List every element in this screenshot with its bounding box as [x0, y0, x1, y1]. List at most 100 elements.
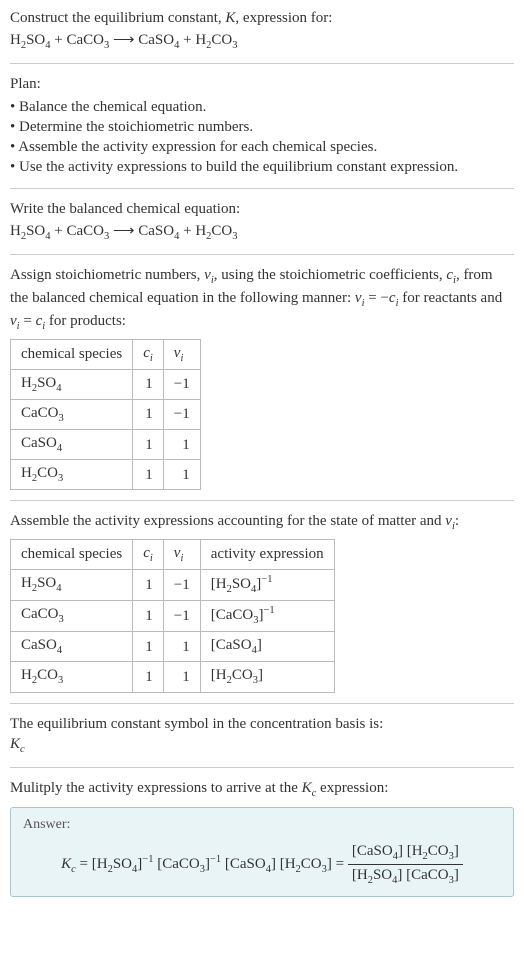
activity-cell: [CaCO3]−1 [200, 600, 334, 631]
assemble-text: Assemble the activity expressions accoun… [10, 513, 445, 529]
nu: ν [10, 313, 17, 329]
ci-cell: 1 [133, 430, 164, 460]
eq-h2co3-s2: 3 [232, 40, 237, 51]
species-cell: CaSO4 [11, 632, 133, 662]
separator [10, 500, 514, 501]
balanced-title: Write the balanced chemical equation: [10, 199, 514, 219]
eq-sign: = [76, 856, 92, 872]
table-header-row: chemical species ci νi [11, 339, 201, 369]
eq-plus-1: + [51, 223, 67, 239]
nu: ν [204, 267, 211, 283]
species-cell: H2SO4 [11, 369, 133, 399]
col-species: chemical species [11, 339, 133, 369]
col-activity: activity expression [200, 539, 334, 569]
eq-caco3: CaCO [67, 223, 105, 239]
fraction: [CaSO4] [H2CO3][H2SO4] [CaCO3] [348, 841, 463, 888]
assign-text: , using the stoichiometric coefficients, [214, 267, 447, 283]
species-cell: H2SO4 [11, 569, 133, 600]
table-row: CaCO3 1 −1 [11, 399, 201, 429]
k: K [61, 856, 71, 872]
eq-caso4: CaSO [138, 223, 174, 239]
col-ci: ci [133, 339, 164, 369]
col-ci: ci [133, 539, 164, 569]
term: CO [301, 856, 322, 872]
table-header-row: chemical species ci νi activity expressi… [11, 539, 335, 569]
eq-h2co3-s2: 3 [232, 231, 237, 242]
term: ] [271, 856, 276, 872]
activity-cell: [CaSO4] [200, 632, 334, 662]
balanced-section: Write the balanced chemical equation: H2… [10, 199, 514, 244]
answer-box: Answer: Kc = [H2SO4]−1 [CaCO3]−1 [CaSO4]… [10, 807, 514, 897]
table-row: CaSO4 1 1 [11, 430, 201, 460]
kc-symbol: Kc [10, 734, 514, 757]
c: c [446, 267, 453, 283]
nui-cell: 1 [163, 430, 200, 460]
ci-cell: 1 [133, 662, 164, 692]
eq-h2co3-b: CO [211, 32, 232, 48]
assemble-section: Assemble the activity expressions accoun… [10, 511, 514, 692]
nu: ν [445, 513, 452, 529]
intro-text: Construct the equilibrium constant, [10, 10, 225, 26]
eq-h2so4-a: H [10, 223, 21, 239]
term: SO [113, 856, 132, 872]
denominator: [H2SO4] [CaCO3] [348, 865, 463, 888]
eq-arrow: ⟶ [109, 223, 138, 239]
nui-cell: −1 [163, 600, 200, 631]
plan-list: Balance the chemical equation. Determine… [10, 97, 514, 178]
table-row: CaSO4 1 1 [CaSO4] [11, 632, 335, 662]
eq-caso4: CaSO [138, 32, 174, 48]
activity-cell: [H2CO3] [200, 662, 334, 692]
term: −1 [210, 854, 221, 865]
assign-section: Assign stoichiometric numbers, νi, using… [10, 265, 514, 490]
eq-h2co3-a: H [195, 32, 206, 48]
ci-cell: 1 [133, 569, 164, 600]
nui-cell: −1 [163, 399, 200, 429]
symbol-text: The equilibrium constant symbol in the c… [10, 714, 514, 734]
c: c [389, 290, 396, 306]
species-cell: CaCO3 [11, 399, 133, 429]
answer-equation: Kc = [H2SO4]−1 [CaCO3]−1 [CaSO4] [H2CO3]… [23, 841, 501, 888]
species-cell: H2CO3 [11, 662, 133, 692]
eq-eq: = [20, 313, 36, 329]
eq-neg: = − [364, 290, 388, 306]
eq-h2co3-a: H [195, 223, 206, 239]
table-row: H2CO3 1 1 [11, 460, 201, 490]
species-cell: H2CO3 [11, 460, 133, 490]
nu: ν [355, 290, 362, 306]
term: [CaCO [157, 856, 200, 872]
species-cell: CaCO3 [11, 600, 133, 631]
table-row: H2SO4 1 −1 [11, 369, 201, 399]
ci-cell: 1 [133, 600, 164, 631]
assign-text: for reactants and [399, 290, 503, 306]
eq-h2co3-b: CO [211, 223, 232, 239]
symbol-section: The equilibrium constant symbol in the c… [10, 714, 514, 757]
term: [H [280, 856, 296, 872]
col-nui: νi [163, 539, 200, 569]
eq-h2so4-b: SO [26, 32, 45, 48]
answer-label: Answer: [23, 816, 501, 835]
plan-item: Balance the chemical equation. [10, 97, 514, 117]
intro-text-b: , expression for: [235, 10, 332, 26]
multiply-section: Mulitply the activity expressions to arr… [10, 778, 514, 897]
plan-item: Determine the stoichiometric numbers. [10, 117, 514, 137]
plan-item: Assemble the activity expression for eac… [10, 137, 514, 157]
separator [10, 767, 514, 768]
eq-h2so4-a: H [10, 32, 21, 48]
assemble-text: : [455, 513, 459, 529]
nui-cell: −1 [163, 369, 200, 399]
separator [10, 63, 514, 64]
col-species: chemical species [11, 539, 133, 569]
table-row: CaCO3 1 −1 [CaCO3]−1 [11, 600, 335, 631]
ci-cell: 1 [133, 369, 164, 399]
k: K [302, 780, 312, 796]
separator [10, 254, 514, 255]
multiply-text: expression: [316, 780, 388, 796]
eq-caco3: CaCO [67, 32, 105, 48]
nui-cell: 1 [163, 632, 200, 662]
term: −1 [142, 854, 153, 865]
col-nui: νi [163, 339, 200, 369]
ci-cell: 1 [133, 460, 164, 490]
plan-item: Use the activity expressions to build th… [10, 157, 514, 177]
table-row: H2SO4 1 −1 [H2SO4]−1 [11, 569, 335, 600]
separator [10, 188, 514, 189]
